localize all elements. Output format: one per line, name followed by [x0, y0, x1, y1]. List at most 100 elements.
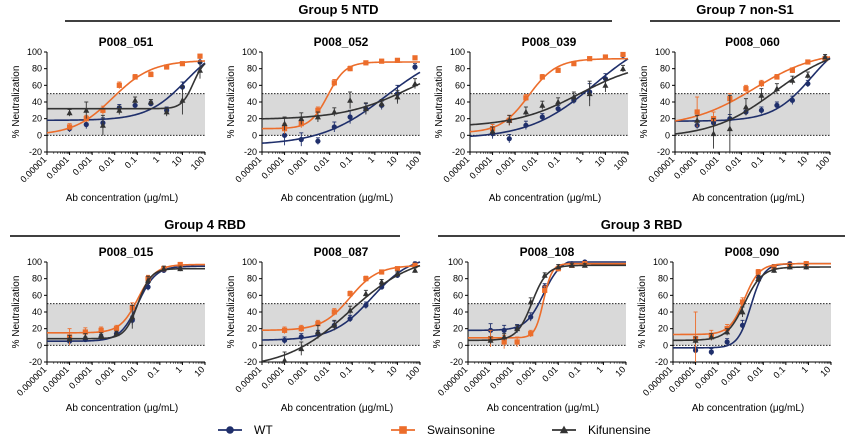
y-tick-label: 0: [37, 130, 42, 140]
y-tick-label: 40: [32, 97, 42, 107]
data-point: [347, 65, 353, 72]
x-tick-label: 1: [574, 154, 585, 165]
data-point: [528, 312, 534, 322]
marker-square: [331, 309, 337, 315]
data-point: [197, 53, 203, 59]
y-tick-label: 20: [247, 114, 257, 124]
data-point: [487, 336, 494, 344]
marker-triangle: [487, 337, 494, 343]
marker-circle: [555, 106, 561, 112]
y-tick-label: 20: [658, 324, 668, 334]
marker-circle: [789, 97, 795, 103]
data-point: [620, 51, 626, 58]
y-tick-label: 20: [247, 324, 257, 334]
data-point: [148, 71, 154, 78]
y-tick-label: 60: [455, 80, 465, 90]
group-header: Group 5 NTD: [65, 2, 612, 22]
x-axis-label: Ab concentration (μg/mL): [281, 193, 393, 204]
marker-triangle: [822, 53, 829, 60]
marker-circle: [539, 114, 545, 120]
y-tick-label: -20: [655, 357, 668, 367]
y-tick-label: 0: [663, 340, 668, 350]
marker-triangle: [281, 120, 288, 127]
x-axis-label: Ab concentration (μg/mL): [66, 193, 178, 204]
data-point: [331, 319, 338, 331]
data-point: [145, 283, 151, 291]
x-tick-label: 0.01: [520, 154, 539, 173]
data-point: [363, 60, 369, 66]
x-tick-label: 0.1: [771, 364, 787, 380]
data-point: [179, 85, 186, 115]
marker-triangle: [98, 332, 105, 338]
x-tick-label: 0.0001: [259, 364, 286, 391]
y-tick-label: 20: [32, 114, 42, 124]
fit-curve: [467, 264, 626, 342]
y-tick-label: 100: [653, 257, 668, 267]
marker-triangle: [694, 117, 701, 123]
data-point: [514, 336, 520, 347]
data-point: [758, 79, 765, 87]
marker-square: [743, 86, 749, 92]
fit-curve: [469, 57, 628, 133]
marker-circle: [347, 114, 353, 120]
marker-square: [739, 299, 746, 305]
marker-triangle: [739, 308, 746, 315]
marker-triangle: [539, 102, 546, 108]
data-point: [803, 263, 810, 270]
marker-square: [394, 57, 401, 63]
y-axis-label: % Neutralization: [226, 276, 237, 349]
fit-curve: [261, 264, 421, 332]
data-point: [116, 81, 122, 89]
x-tick-label: 0.001: [514, 364, 537, 387]
x-tick-label: 1: [799, 364, 810, 375]
x-axis-label: Ab concentration (μg/mL): [487, 403, 599, 414]
y-tick-label: -20: [244, 147, 257, 157]
x-tick-label: 0.00001: [233, 364, 263, 394]
x-tick-label: 0.0001: [693, 364, 720, 391]
data-point: [726, 94, 733, 152]
marker-square: [803, 261, 809, 267]
marker-square: [774, 74, 780, 80]
x-tick-label: 10: [192, 364, 206, 378]
data-point: [523, 120, 529, 130]
neutralization-band: [673, 303, 831, 346]
group-header: Group 3 RBD: [438, 217, 845, 237]
fit-curve: [468, 262, 626, 339]
marker-triangle: [347, 307, 354, 313]
data-point: [501, 333, 508, 341]
x-tick-label: 1: [366, 364, 377, 375]
marker-square: [755, 269, 761, 275]
marker-triangle: [145, 277, 152, 283]
data-point: [394, 89, 401, 104]
marker-square: [771, 264, 777, 270]
data-point: [177, 265, 184, 272]
series-kifunensine: [674, 53, 831, 152]
marker-triangle: [331, 108, 338, 115]
series-kifunensine: [467, 262, 626, 344]
marker-triangle: [163, 108, 170, 115]
data-point: [331, 107, 338, 117]
data-point: [116, 105, 123, 115]
marker-triangle: [179, 97, 186, 103]
data-point: [694, 114, 701, 126]
data-point: [378, 99, 385, 108]
marker-triangle: [724, 328, 731, 335]
marker-square: [412, 262, 418, 268]
data-point: [755, 269, 761, 275]
marker-square: [98, 327, 104, 333]
x-tick-label: 0.001: [494, 154, 517, 177]
marker-triangle: [522, 108, 529, 115]
marker-triangle: [99, 122, 106, 128]
data-point: [724, 338, 730, 346]
marker-triangle: [555, 263, 562, 270]
marker-circle: [523, 122, 529, 128]
marker-square: [281, 327, 288, 333]
x-axis-label: Ab concentration (μg/mL): [489, 193, 601, 204]
data-point: [774, 74, 780, 80]
x-tick-label: 0.0001: [44, 154, 71, 181]
y-axis-label: % Neutralization: [639, 66, 650, 139]
x-tick-label: 10: [593, 154, 607, 168]
marker-triangle: [378, 278, 385, 285]
